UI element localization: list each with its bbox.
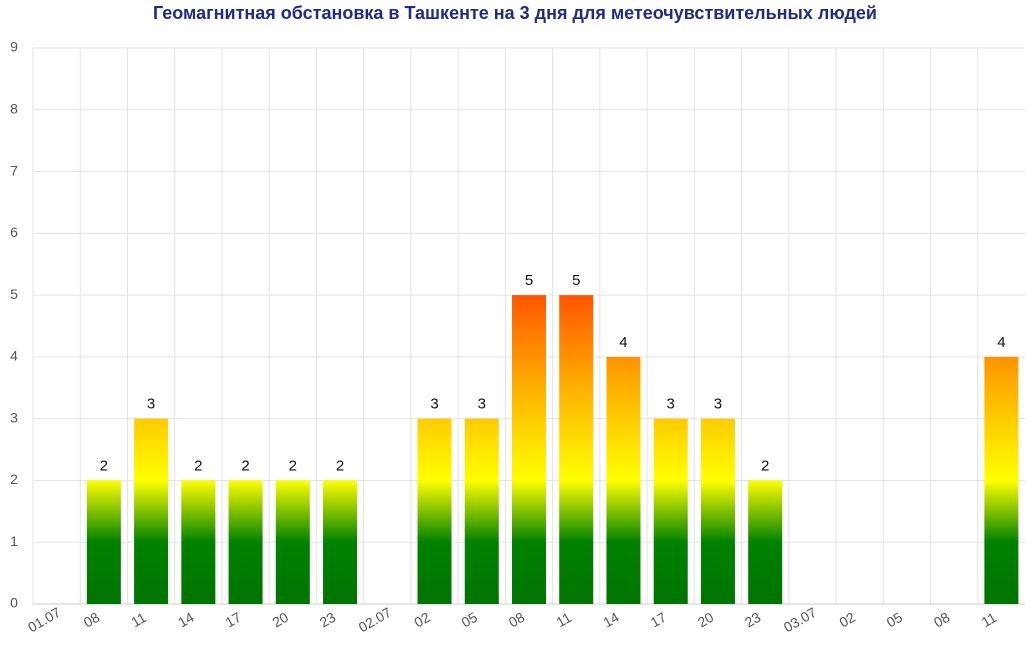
data-label: 2 [194, 457, 202, 474]
bar [275, 480, 310, 604]
y-tick-label: 6 [10, 224, 18, 240]
x-tick-label: 01.07 [25, 604, 64, 635]
x-tick-label: 02 [411, 609, 433, 631]
data-label: 2 [100, 457, 108, 474]
x-tick-label: 14 [175, 609, 197, 631]
data-label: 3 [430, 396, 438, 413]
data-label: 2 [761, 457, 769, 474]
x-tick-label: 11 [553, 609, 574, 630]
data-label: 3 [147, 396, 155, 413]
x-tick-label: 23 [742, 609, 764, 631]
data-label: 3 [478, 396, 486, 413]
y-tick-label: 5 [10, 286, 18, 302]
bar [653, 418, 688, 604]
bar [511, 295, 547, 604]
y-tick-label: 1 [10, 533, 18, 549]
x-tick-label: 11 [128, 609, 149, 630]
x-tick-label: 23 [317, 609, 339, 631]
data-label: 2 [241, 457, 249, 474]
x-tick-label: 05 [459, 609, 481, 631]
bar [464, 418, 499, 604]
x-tick-label: 14 [600, 609, 622, 631]
x-tick-label: 02.07 [356, 604, 395, 635]
data-label: 3 [714, 396, 722, 413]
y-tick-label: 9 [10, 39, 18, 55]
y-tick-label: 4 [10, 348, 18, 364]
bar [228, 480, 263, 604]
x-tick-label: 08 [506, 609, 528, 631]
bar [417, 418, 452, 604]
bar [748, 480, 783, 604]
y-tick-label: 8 [10, 100, 18, 116]
x-tick-label: 03.07 [781, 604, 820, 635]
x-tick-label: 17 [222, 609, 244, 631]
data-label: 4 [997, 334, 1005, 351]
data-label: 5 [572, 272, 580, 289]
data-label: 3 [667, 396, 675, 413]
y-tick-label: 7 [10, 162, 18, 178]
x-tick-label: 17 [647, 609, 669, 631]
y-tick-label: 3 [10, 409, 18, 425]
bar [984, 356, 1019, 604]
bar [559, 295, 594, 604]
bar [700, 418, 735, 604]
y-tick-label: 0 [10, 595, 18, 611]
x-tick-label: 11 [979, 609, 1000, 630]
bar [606, 356, 641, 604]
data-label: 4 [619, 334, 627, 351]
chart-title: Геомагнитная обстановка в Ташкенте на 3 … [153, 3, 877, 23]
x-tick-label: 08 [931, 609, 953, 631]
data-label: 5 [525, 272, 533, 289]
data-label: 2 [336, 457, 344, 474]
x-tick-label: 08 [81, 609, 103, 631]
data-label: 2 [289, 457, 297, 474]
bar [134, 418, 169, 604]
x-tick-label: 05 [884, 609, 906, 631]
bar [323, 480, 358, 604]
x-tick-label: 20 [270, 609, 292, 631]
bar [86, 480, 121, 604]
x-tick-label: 02 [836, 609, 858, 631]
y-tick-label: 2 [10, 471, 18, 487]
bar [181, 480, 216, 604]
x-tick-label: 20 [695, 609, 717, 631]
